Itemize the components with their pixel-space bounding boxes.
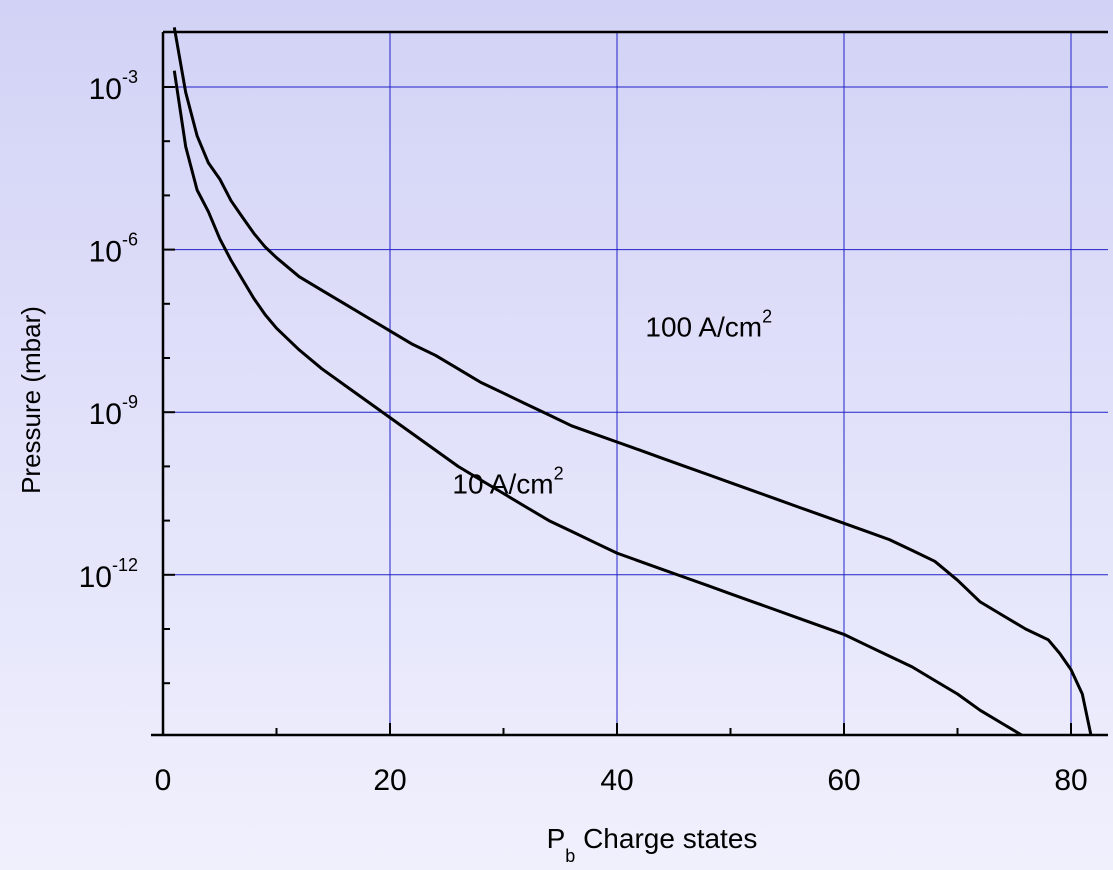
axes bbox=[151, 30, 1108, 737]
x-tick-label-60: 60 bbox=[827, 764, 860, 797]
y-tick-label--12: 10-12 bbox=[79, 555, 138, 594]
series-line-100 bbox=[172, 27, 1093, 735]
x-tick-label-40: 40 bbox=[600, 764, 633, 797]
x-axis-label-subscript: b bbox=[565, 846, 575, 866]
y-tick-label--3: 10-3 bbox=[89, 67, 138, 106]
annotations: 100 A/cm2 10 A/cm2 bbox=[452, 306, 772, 499]
x-tick-label-20: 20 bbox=[373, 764, 406, 797]
series-layer bbox=[172, 27, 1093, 735]
y-tick-label--9: 10-9 bbox=[89, 392, 138, 431]
x-tick-label-0: 0 bbox=[155, 764, 172, 797]
x-tick-label-80: 80 bbox=[1054, 764, 1087, 797]
ticks: 0 20 40 60 80 10-3 10-6 10-9 10-12 bbox=[79, 67, 1088, 797]
x-axis-label: Pb Charge states bbox=[547, 823, 758, 866]
annotation-100: 100 A/cm2 bbox=[645, 306, 772, 342]
y-tick-label--6: 10-6 bbox=[89, 230, 138, 269]
x-axis-label-base: P bbox=[547, 823, 566, 854]
annotation-10: 10 A/cm2 bbox=[452, 464, 563, 500]
series-line-10 bbox=[172, 70, 1025, 735]
y-axis-label: Pressure (mbar) bbox=[16, 306, 46, 494]
grid bbox=[163, 32, 1108, 735]
x-axis-label-rest: Charge states bbox=[575, 823, 757, 854]
